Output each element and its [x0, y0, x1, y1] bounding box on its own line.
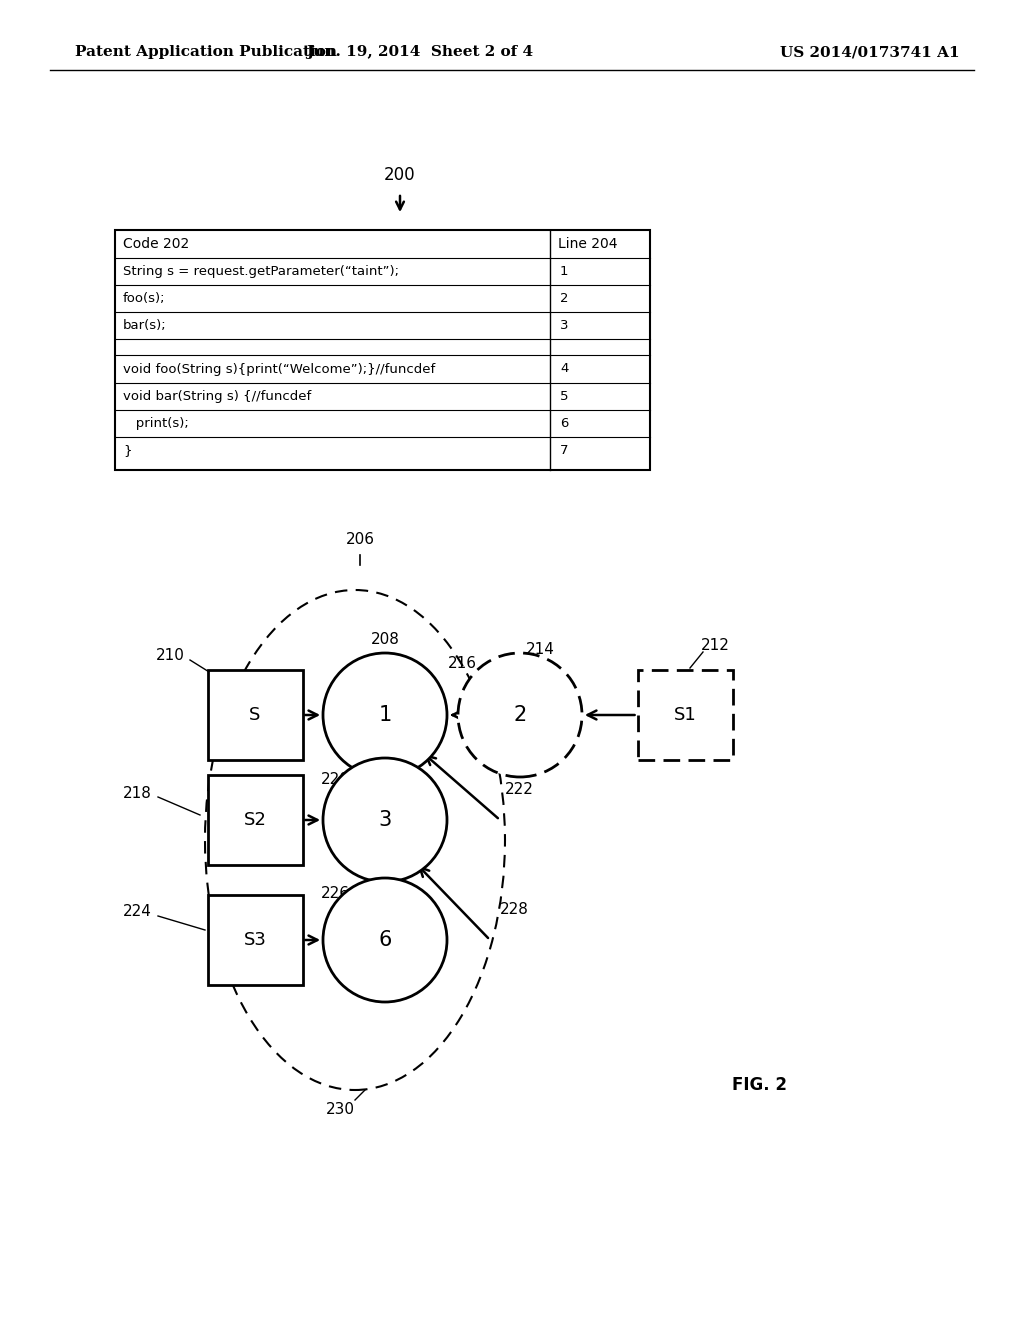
Text: 208: 208 [371, 632, 399, 648]
Circle shape [323, 758, 447, 882]
Text: 210: 210 [156, 648, 185, 663]
Text: 5: 5 [560, 389, 568, 403]
Text: 1: 1 [379, 705, 391, 725]
Text: 214: 214 [525, 643, 554, 657]
Bar [208, 775, 302, 865]
Text: US 2014/0173741 A1: US 2014/0173741 A1 [780, 45, 961, 59]
Text: String s = request.getParameter(“taint”);: String s = request.getParameter(“taint”)… [123, 265, 399, 279]
Text: 224: 224 [123, 904, 152, 920]
Text: print(s);: print(s); [123, 417, 188, 430]
Text: S1: S1 [674, 706, 696, 723]
Text: 222: 222 [505, 783, 534, 797]
Text: 2: 2 [513, 705, 526, 725]
Text: 6: 6 [560, 417, 568, 430]
Circle shape [323, 653, 447, 777]
Text: 228: 228 [500, 903, 528, 917]
Text: 216: 216 [447, 656, 476, 671]
Text: 6: 6 [378, 931, 392, 950]
Text: 7: 7 [560, 445, 568, 458]
Text: 220: 220 [322, 772, 350, 788]
Bar [115, 230, 650, 470]
Text: Code 202: Code 202 [123, 238, 189, 251]
Text: 2: 2 [560, 292, 568, 305]
Bar [638, 671, 732, 760]
Text: }: } [123, 445, 131, 458]
Text: Patent Application Publication: Patent Application Publication [75, 45, 337, 59]
Text: 3: 3 [379, 810, 391, 830]
Text: 200: 200 [384, 166, 416, 183]
Text: 3: 3 [560, 319, 568, 333]
Text: 212: 212 [700, 638, 729, 652]
Text: 206: 206 [345, 532, 375, 548]
Text: S3: S3 [244, 931, 266, 949]
Text: void bar(String s) {//funcdef: void bar(String s) {//funcdef [123, 389, 311, 403]
Text: S2: S2 [244, 810, 266, 829]
Text: 4: 4 [560, 363, 568, 375]
Text: 218: 218 [123, 785, 152, 800]
Text: 1: 1 [560, 265, 568, 279]
Text: Line 204: Line 204 [558, 238, 617, 251]
Text: 226: 226 [321, 886, 350, 900]
Bar [208, 671, 302, 760]
Bar [208, 895, 302, 985]
Circle shape [323, 878, 447, 1002]
Text: foo(s);: foo(s); [123, 292, 166, 305]
Text: FIG. 2: FIG. 2 [732, 1076, 787, 1094]
Circle shape [458, 653, 582, 777]
Text: bar(s);: bar(s); [123, 319, 167, 333]
Text: S: S [249, 706, 261, 723]
Text: 230: 230 [326, 1102, 354, 1118]
Text: Jun. 19, 2014  Sheet 2 of 4: Jun. 19, 2014 Sheet 2 of 4 [306, 45, 534, 59]
Text: void foo(String s){print(“Welcome”);}//funcdef: void foo(String s){print(“Welcome”);}//f… [123, 363, 435, 375]
